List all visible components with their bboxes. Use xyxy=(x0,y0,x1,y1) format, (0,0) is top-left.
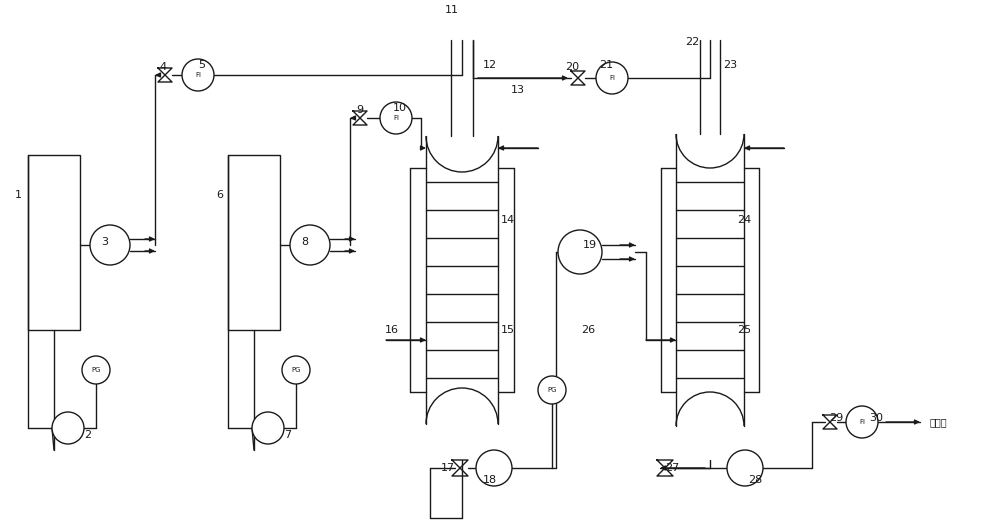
Text: 23: 23 xyxy=(723,60,737,70)
Text: 20: 20 xyxy=(565,62,579,72)
Text: 11: 11 xyxy=(445,5,459,15)
Circle shape xyxy=(558,230,602,274)
Text: 19: 19 xyxy=(583,240,597,250)
Text: 6: 6 xyxy=(216,190,224,200)
Text: 18: 18 xyxy=(483,475,497,485)
Text: 8: 8 xyxy=(301,237,309,247)
Text: 30: 30 xyxy=(869,413,883,423)
Circle shape xyxy=(82,356,110,384)
Circle shape xyxy=(380,102,412,134)
Text: 26: 26 xyxy=(581,325,595,335)
Circle shape xyxy=(476,450,512,486)
Circle shape xyxy=(727,450,763,486)
Circle shape xyxy=(52,412,84,444)
Text: 10: 10 xyxy=(393,103,407,113)
Circle shape xyxy=(596,62,628,94)
Text: 15: 15 xyxy=(501,325,515,335)
Circle shape xyxy=(290,225,330,265)
Text: 7: 7 xyxy=(284,430,292,440)
Text: 14: 14 xyxy=(501,215,515,225)
Text: 16: 16 xyxy=(385,325,399,335)
Text: 22: 22 xyxy=(685,37,699,47)
Text: 3: 3 xyxy=(102,237,108,247)
Text: 28: 28 xyxy=(748,475,762,485)
Text: PG: PG xyxy=(547,387,557,393)
Text: PG: PG xyxy=(291,367,301,373)
Text: 17: 17 xyxy=(441,463,455,473)
Text: 去压滤: 去压滤 xyxy=(930,417,948,427)
Text: 24: 24 xyxy=(737,215,751,225)
Text: 5: 5 xyxy=(198,60,206,70)
Circle shape xyxy=(538,376,566,404)
Text: 2: 2 xyxy=(84,430,92,440)
Text: FI: FI xyxy=(393,115,399,121)
Text: 27: 27 xyxy=(665,463,679,473)
Text: 29: 29 xyxy=(829,413,843,423)
Text: FI: FI xyxy=(609,75,615,81)
Text: 13: 13 xyxy=(511,85,525,95)
Circle shape xyxy=(252,412,284,444)
Text: 9: 9 xyxy=(356,105,364,115)
Text: PG: PG xyxy=(91,367,101,373)
Circle shape xyxy=(846,406,878,438)
Text: 12: 12 xyxy=(483,60,497,70)
Bar xyxy=(28,155,80,330)
Circle shape xyxy=(282,356,310,384)
Text: 25: 25 xyxy=(737,325,751,335)
Text: 21: 21 xyxy=(599,60,613,70)
Text: FI: FI xyxy=(195,72,201,78)
Circle shape xyxy=(182,59,214,91)
Bar xyxy=(228,155,280,330)
Text: FI: FI xyxy=(859,419,865,425)
Circle shape xyxy=(90,225,130,265)
Text: 4: 4 xyxy=(159,62,167,72)
Text: 1: 1 xyxy=(14,190,22,200)
